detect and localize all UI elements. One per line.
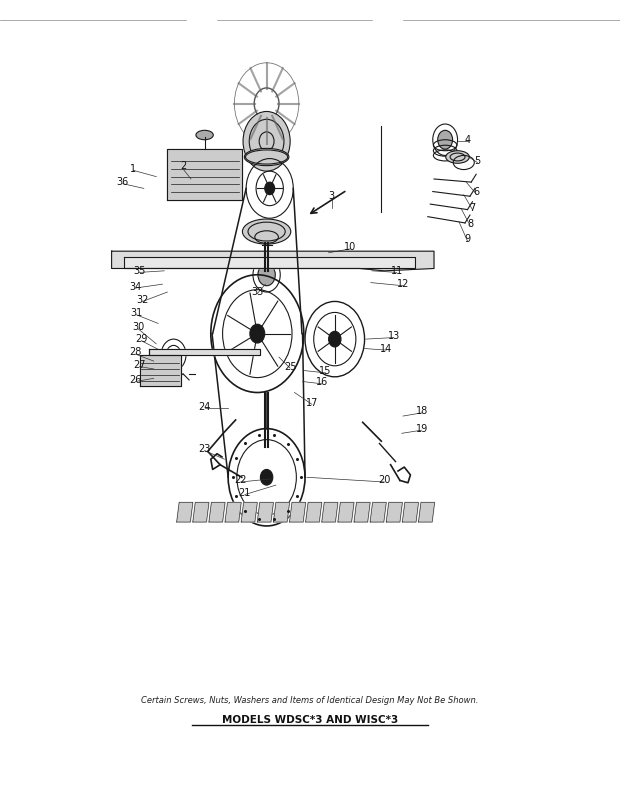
Text: 32: 32	[136, 295, 149, 305]
Text: 5: 5	[474, 156, 480, 166]
Text: 19: 19	[415, 424, 428, 433]
Text: 14: 14	[380, 344, 392, 353]
Polygon shape	[418, 502, 435, 522]
Text: 21: 21	[239, 488, 251, 498]
Text: 31: 31	[130, 309, 143, 318]
Text: 26: 26	[129, 375, 141, 385]
Text: 7: 7	[469, 203, 476, 213]
Circle shape	[438, 130, 453, 149]
Text: 27: 27	[133, 360, 146, 370]
Text: 2: 2	[180, 162, 186, 171]
Polygon shape	[338, 502, 354, 522]
Ellipse shape	[446, 151, 469, 163]
Text: 1: 1	[130, 164, 136, 173]
Text: 4: 4	[465, 135, 471, 144]
Polygon shape	[124, 257, 415, 268]
Text: 8: 8	[467, 219, 473, 228]
Circle shape	[250, 324, 265, 343]
Text: 16: 16	[316, 378, 329, 387]
Text: 25: 25	[284, 362, 296, 371]
Text: 11: 11	[391, 266, 403, 276]
Polygon shape	[290, 502, 306, 522]
Text: 15: 15	[319, 367, 332, 376]
Polygon shape	[209, 502, 225, 522]
Polygon shape	[273, 502, 290, 522]
Ellipse shape	[244, 148, 289, 166]
Text: MODELS WDSC*3 AND WISC*3: MODELS WDSC*3 AND WISC*3	[222, 715, 398, 725]
Text: 29: 29	[135, 334, 148, 344]
Polygon shape	[193, 502, 209, 522]
Text: 36: 36	[117, 177, 129, 187]
Text: 20: 20	[378, 476, 391, 485]
Text: 35: 35	[133, 266, 146, 276]
Ellipse shape	[196, 130, 213, 140]
Polygon shape	[306, 502, 322, 522]
Circle shape	[265, 182, 275, 195]
Polygon shape	[167, 149, 242, 200]
Polygon shape	[402, 502, 418, 522]
Text: Certain Screws, Nuts, Washers and Items of Identical Design May Not Be Shown.: Certain Screws, Nuts, Washers and Items …	[141, 696, 479, 705]
Text: 22: 22	[234, 476, 247, 485]
Polygon shape	[225, 502, 241, 522]
Circle shape	[329, 331, 341, 347]
Text: 33: 33	[251, 287, 264, 297]
Text: 13: 13	[388, 331, 400, 341]
Text: 3: 3	[329, 192, 335, 201]
Circle shape	[243, 111, 290, 171]
Text: 17: 17	[306, 398, 318, 407]
Text: 18: 18	[415, 407, 428, 416]
Ellipse shape	[242, 219, 291, 244]
Circle shape	[170, 351, 177, 359]
Bar	[172, 152, 239, 198]
Polygon shape	[149, 349, 260, 355]
Text: 9: 9	[464, 235, 471, 244]
Polygon shape	[140, 355, 181, 386]
Text: 28: 28	[129, 348, 141, 357]
Polygon shape	[177, 502, 193, 522]
Text: 10: 10	[344, 243, 356, 252]
Circle shape	[258, 264, 275, 286]
Polygon shape	[370, 502, 386, 522]
Text: 24: 24	[198, 402, 211, 411]
Polygon shape	[257, 502, 273, 522]
Polygon shape	[322, 502, 338, 522]
Text: 34: 34	[129, 282, 141, 291]
Polygon shape	[112, 251, 434, 271]
Polygon shape	[241, 502, 257, 522]
Text: 6: 6	[473, 188, 479, 197]
Polygon shape	[354, 502, 370, 522]
Text: 23: 23	[198, 444, 211, 454]
Polygon shape	[386, 502, 402, 522]
Text: 30: 30	[132, 323, 144, 332]
Circle shape	[260, 469, 273, 485]
Text: 12: 12	[397, 279, 409, 289]
